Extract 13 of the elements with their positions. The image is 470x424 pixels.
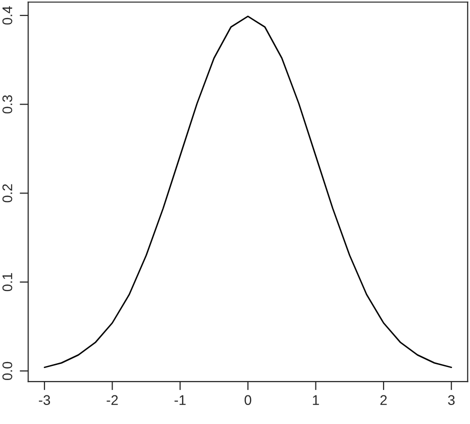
x-tick-label: -3 [38, 395, 50, 405]
x-tick-label: 0 [244, 395, 252, 405]
y-tick-label: 0.3 [2, 95, 12, 114]
x-tick-label: 3 [448, 395, 455, 405]
line-series [44, 16, 452, 368]
y-tick-label: 0.1 [2, 273, 12, 292]
x-tick-label: -1 [174, 395, 186, 405]
x-tick-label: -2 [106, 395, 118, 405]
y-tick-label: 0.2 [2, 184, 12, 202]
x-tick-label: 1 [312, 395, 319, 405]
y-tick-label: 0.4 [2, 6, 12, 25]
y-tick-label: 0.0 [2, 362, 12, 380]
x-tick-label: 2 [380, 395, 387, 405]
